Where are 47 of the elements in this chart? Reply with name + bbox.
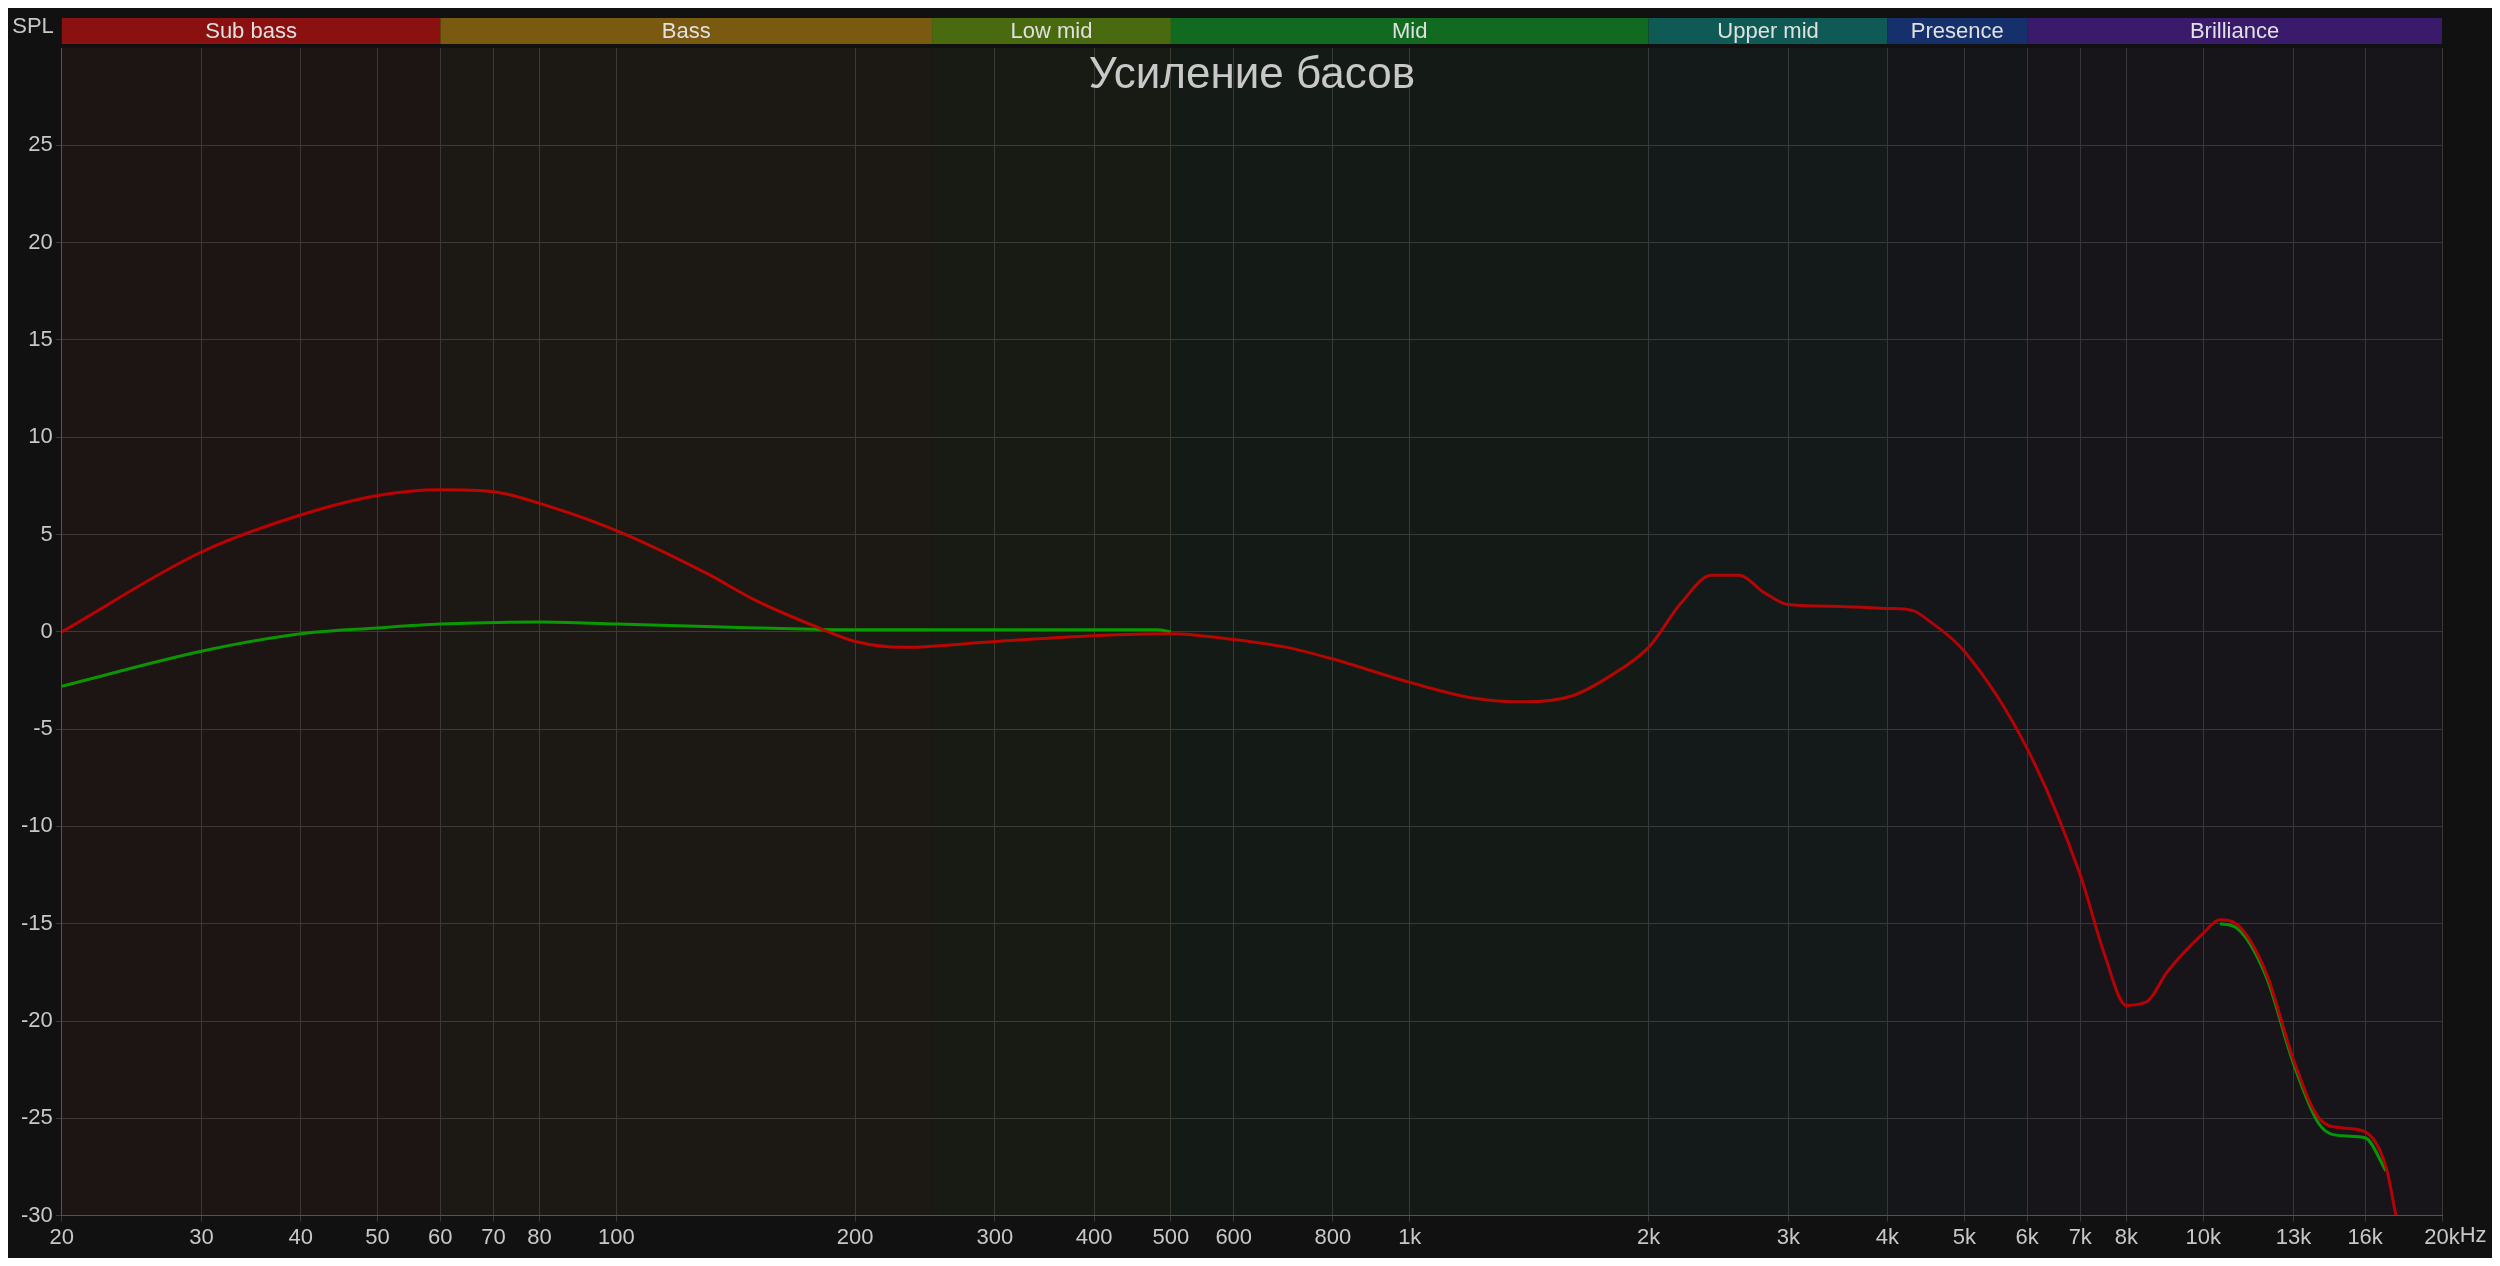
y-tick-label: 10 [28,423,53,449]
band-label: Mid [1392,18,1428,44]
y-tick-label: -5 [33,715,53,741]
y-tick-label: -20 [21,1007,53,1033]
chart-title: Усиление басов [1088,48,1416,98]
x-tick-label: 6k [2015,1223,2040,1249]
y-tick-label: 5 [40,520,53,546]
x-tick-label: 70 [481,1223,506,1249]
y-tick-label: -25 [21,1104,53,1130]
band-label: Presence [1910,18,2004,44]
x-tick-label: 100 [598,1223,635,1249]
x-tick-label: 7k [2068,1223,2093,1249]
y-tick-label: 20 [28,228,53,254]
x-tick-label: 200 [836,1223,874,1249]
band-label: Sub bass [205,18,297,44]
y-tick-label: -30 [21,1201,53,1227]
x-tick-label: 1k [1398,1223,1423,1249]
x-tick-label: 50 [365,1223,390,1249]
y-tick-label: 25 [28,131,53,157]
x-tick-label: 300 [976,1223,1014,1249]
x-tick-label: 500 [1152,1223,1190,1249]
y-tick-label: -15 [21,909,53,935]
band-label: Low mid [1010,18,1093,44]
x-tick-label: 4k [1875,1223,1901,1249]
band-label: Brilliance [2189,18,2280,44]
x-tick-label: 10k [2185,1223,2222,1249]
y-tick-label: 0 [40,617,53,643]
x-tick-label: 3k [1776,1223,1801,1249]
x-tick-label: 80 [527,1223,552,1249]
y-tick-label: 15 [28,325,53,351]
band-label: Upper mid [1717,18,1819,44]
x-tick-label: 13k [2275,1223,2313,1249]
x-tick-label: 400 [1075,1223,1113,1249]
x-tick-label: 60 [428,1223,453,1249]
x-axis-title: Hz [2459,1221,2487,1247]
x-tick-label: 600 [1215,1223,1253,1249]
y-axis-title: SPL [12,13,54,39]
x-tick-label: 40 [288,1223,313,1249]
band-label: Bass [661,18,711,44]
x-tick-label: 16k [2347,1223,2384,1249]
x-tick-label: 5k [1952,1223,1977,1249]
x-tick-label: 30 [189,1223,214,1249]
x-tick-label: 20k [2424,1223,2461,1249]
x-tick-label: 800 [1314,1223,1352,1249]
y-tick-label: -10 [21,812,53,838]
x-tick-label: 8k [2114,1223,2139,1249]
x-tick-label: 2k [1636,1223,1662,1249]
